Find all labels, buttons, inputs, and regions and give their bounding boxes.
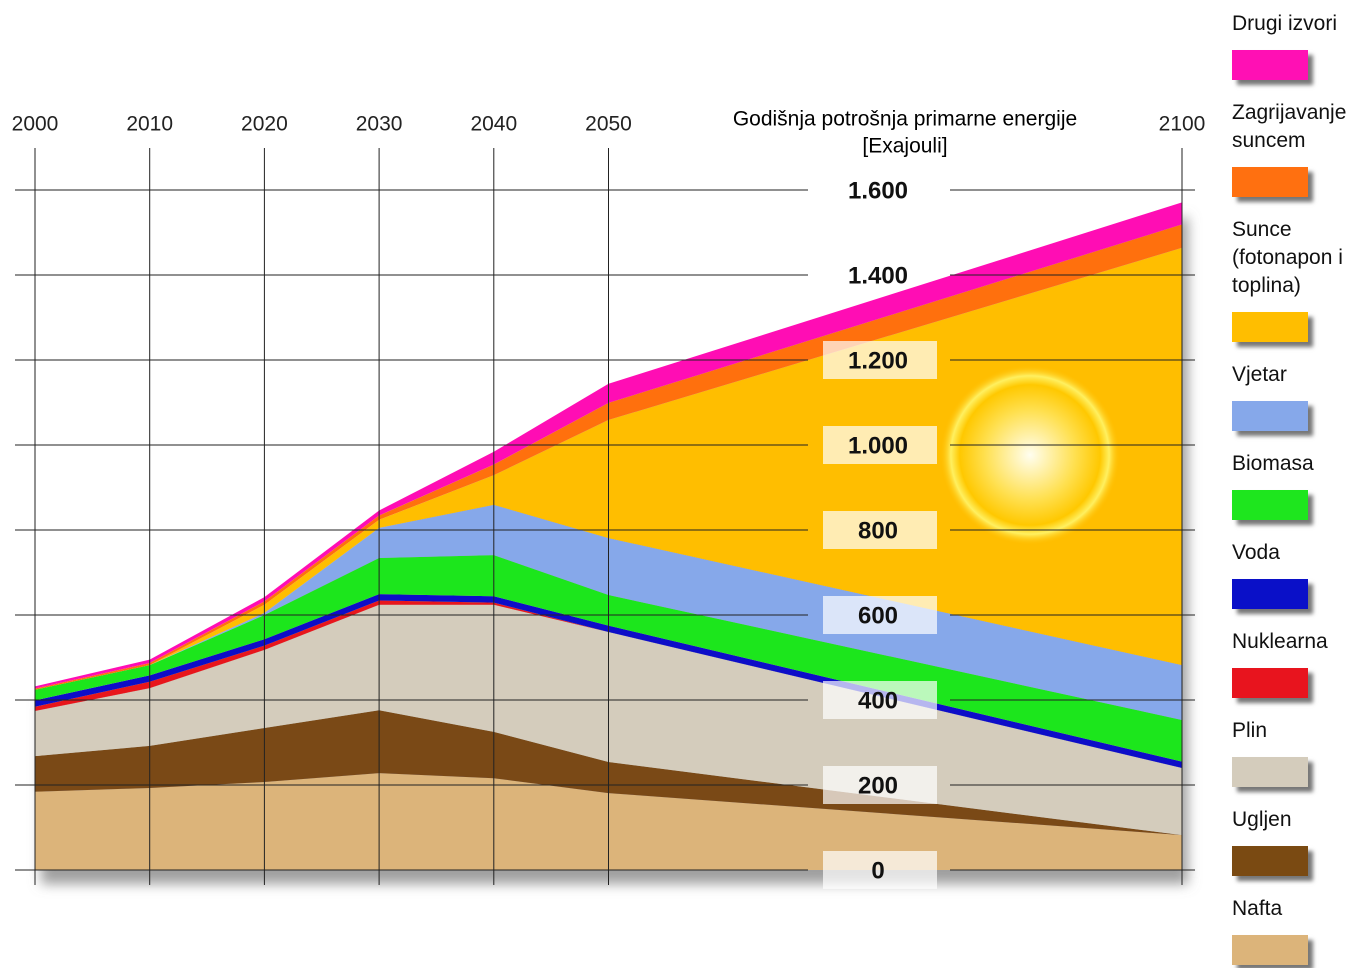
x-tick-label: 2100	[1159, 113, 1206, 136]
legend-swatch	[1232, 490, 1308, 520]
legend-label: Sunce (fotonapon i toplina)	[1232, 218, 1343, 297]
legend-swatch	[1232, 50, 1308, 80]
legend-item: Sunce (fotonapon i toplina)	[1232, 216, 1366, 342]
legend-label: Plin	[1232, 719, 1268, 742]
x-tick-label: 2000	[12, 113, 59, 136]
legend-swatch	[1232, 312, 1308, 342]
legend-label: Vjetar	[1232, 363, 1287, 386]
sun-decoration	[940, 365, 1120, 545]
legend-item: Ugljen	[1232, 806, 1366, 876]
label-box	[823, 511, 937, 549]
x-tick-label: 2050	[585, 113, 632, 136]
legend-label: Drugi izvori	[1232, 12, 1338, 35]
legend-swatch	[1232, 846, 1308, 876]
legend-item: Plin	[1232, 717, 1366, 787]
y-tick-label: 1.200	[848, 347, 908, 374]
legend-item: Drugi izvori	[1232, 10, 1366, 80]
label-box	[823, 596, 937, 634]
x-tick-label: 2020	[241, 113, 288, 136]
y-tick-label: 800	[858, 517, 898, 544]
y-tick-label: 600	[858, 602, 898, 629]
area	[35, 202, 1182, 689]
label-box	[823, 766, 937, 804]
area	[35, 555, 1182, 762]
x-tick-label: 2010	[126, 113, 173, 136]
label-box	[823, 341, 937, 379]
legend-item: Vjetar	[1232, 361, 1366, 431]
y-tick-label: 400	[858, 687, 898, 714]
legend-item: Biomasa	[1232, 450, 1366, 520]
legend-label: Nafta	[1232, 897, 1283, 920]
label-box	[823, 681, 937, 719]
legend-swatch	[1232, 757, 1308, 787]
y-tick-label: 0	[871, 857, 884, 884]
legend-label: Nuklearna	[1232, 630, 1328, 653]
legend-swatch	[1232, 935, 1308, 965]
y-tick-label: 1.400	[848, 262, 908, 289]
label-box	[823, 426, 937, 464]
legend-item: Voda	[1232, 539, 1366, 609]
y-tick-label: 1.600	[848, 177, 908, 204]
legend-label: Voda	[1232, 541, 1280, 564]
y-axis-title: [Exajouli]	[862, 135, 947, 158]
legend-label: Biomasa	[1232, 452, 1314, 475]
x-tick-label: 2040	[470, 113, 517, 136]
area	[35, 224, 1182, 690]
y-tick-label: 200	[858, 772, 898, 799]
sun	[940, 365, 1120, 545]
chart: 2000 2010 2020 2030 2040 2050 2100 0 200 400 600 80…	[11, 107, 1206, 889]
y-axis-title: Godišnja potrošnja primarne energije	[733, 108, 1077, 131]
legend-label: Ugljen	[1232, 808, 1292, 831]
y-tick-label: 1.000	[848, 432, 908, 459]
legend-item: Nuklearna	[1232, 628, 1366, 698]
legend-item: Nafta	[1232, 895, 1366, 965]
legend-swatch	[1232, 579, 1308, 609]
label-box	[823, 851, 937, 889]
legend-swatch	[1232, 668, 1308, 698]
x-tick-label: 2030	[356, 113, 403, 136]
legend-label: Zagrijavanje suncem	[1232, 101, 1347, 152]
legend-swatch	[1232, 167, 1308, 197]
legend-item: Zagrijavanje suncem	[1232, 99, 1366, 197]
legend: Drugi izvori Zagrijavanje suncem Sunce (fo…	[1232, 10, 1366, 965]
legend-swatch	[1232, 401, 1308, 431]
